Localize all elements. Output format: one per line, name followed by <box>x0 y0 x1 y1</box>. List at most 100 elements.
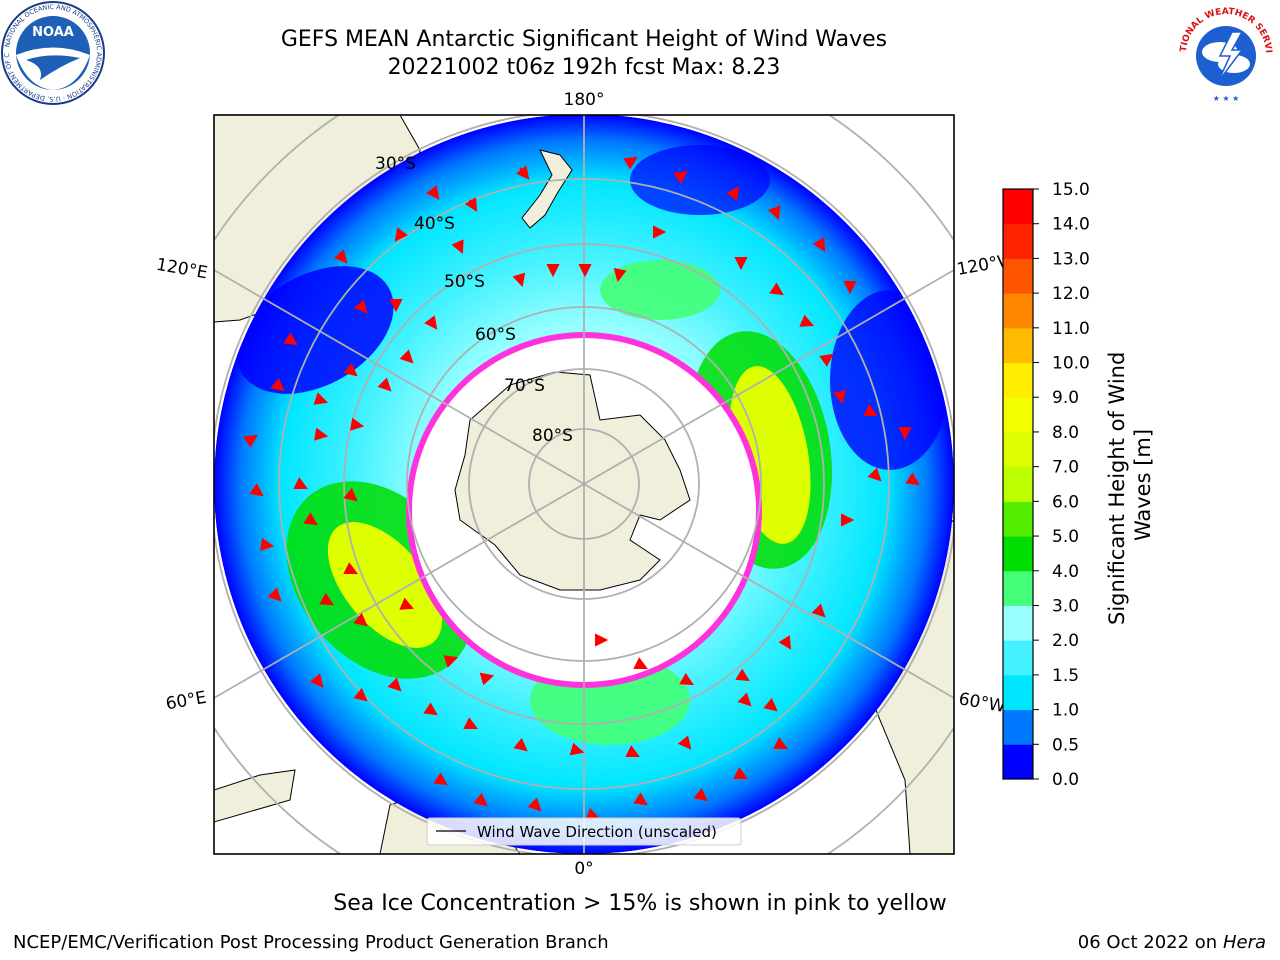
colorbar-tick-label: 11.0 <box>1052 319 1090 339</box>
noaa-logo-text: NOAA <box>32 25 74 40</box>
colorbar-tick-label: 0.0 <box>1052 770 1079 790</box>
colorbar-tick-label: 10.0 <box>1052 354 1090 374</box>
colorbar-segment <box>1003 293 1033 329</box>
wave-direction-arrow <box>243 434 258 448</box>
wave-direction-arrow <box>443 655 459 668</box>
lat-label-30s: 30°S <box>375 154 416 174</box>
wave-direction-arrow <box>735 668 750 682</box>
wave-direction-arrow <box>527 797 542 812</box>
wave-direction-arrow <box>811 603 826 618</box>
wave-direction-arrow <box>387 677 402 692</box>
colorbar-segment <box>1003 258 1033 294</box>
wave-direction-arrow <box>623 156 638 170</box>
colorbar-tick-label: 5.0 <box>1052 527 1079 547</box>
wave-direction-arrow <box>799 314 815 327</box>
legend-label: Wind Wave Direction (unscaled) <box>477 823 717 841</box>
noaa-logo: NATIONAL OCEANIC AND ATMOSPHERIC ADMINIS… <box>0 0 105 105</box>
wave-direction-arrow <box>313 392 329 405</box>
wave-direction-arrow <box>433 772 448 786</box>
wave-direction-arrow <box>677 735 692 750</box>
lat-label-50s: 50°S <box>444 272 485 292</box>
wave-direction-arrow <box>377 377 392 392</box>
credit-line: NCEP/EMC/Verification Post Processing Pr… <box>13 932 609 953</box>
lon-label-180: 180° <box>564 90 605 110</box>
wave-direction-arrow <box>569 742 585 756</box>
colorbar-tick-label: 0.5 <box>1052 735 1079 755</box>
colorbar-tick-label: 1.0 <box>1052 701 1079 721</box>
colorbar-segment <box>1003 223 1033 259</box>
wave-direction-arrow <box>270 377 285 392</box>
colorbar-tick-label: 15.0 <box>1052 180 1090 200</box>
wave-direction-arrow <box>309 673 324 688</box>
colorbar-tick-label: 7.0 <box>1052 458 1079 478</box>
sea-ice-note: Sea Ice Concentration > 15% is shown in … <box>333 891 947 916</box>
wave-direction-arrow <box>673 170 688 184</box>
colorbar-tick-label: 6.0 <box>1052 492 1079 512</box>
wave-direction-arrow <box>394 227 408 242</box>
colorbar-label: Significant Height of Wind Waves [m] <box>1105 345 1155 625</box>
wave-direction-arrow <box>353 687 368 702</box>
lat-label-40s: 40°S <box>414 214 455 234</box>
wave-direction-arrow <box>319 592 334 606</box>
wave-direction-arrow <box>283 332 298 346</box>
wave-direction-arrow <box>513 737 528 752</box>
wave-direction-arrow <box>353 612 368 627</box>
wave-direction-arrow <box>863 404 878 416</box>
lat-label-70s: 70°S <box>504 376 545 396</box>
map-legend: Wind Wave Direction (unscaled) <box>426 817 742 846</box>
wave-direction-arrow <box>303 512 318 526</box>
colorbar-segment <box>1003 327 1033 364</box>
colorbar-segment <box>1003 605 1033 641</box>
wave-direction-arrow <box>353 299 368 314</box>
wave-direction-arrow <box>767 205 781 221</box>
colorbar-segment <box>1003 674 1033 711</box>
colorbar-tick-label: 9.0 <box>1052 388 1079 408</box>
colorbar-tick-label: 14.0 <box>1052 215 1090 235</box>
wave-direction-arrow <box>693 787 708 802</box>
map-subtitle: 20221002 t06z 192h fcst Max: 8.23 <box>387 55 781 80</box>
wave-direction-arrow <box>343 362 358 377</box>
wave-direction-arrow <box>613 267 627 283</box>
colorbar-segment <box>1003 431 1033 468</box>
lon-label-60e: 60°E <box>164 688 208 715</box>
wave-direction-arrow <box>733 767 748 779</box>
wave-direction-arrow <box>905 472 920 486</box>
wave-direction-arrow <box>399 597 415 610</box>
run-date: 06 Oct 2022 on Hera <box>1077 932 1266 953</box>
wave-direction-arrow <box>512 272 526 288</box>
wave-direction-arrow <box>515 165 530 180</box>
lon-label-120e: 120°E <box>155 255 209 284</box>
nws-logo: NATIONAL WEATHER SERVICE ★ ★ ★ <box>1174 2 1276 104</box>
colorbar-tick-label: 4.0 <box>1052 562 1079 582</box>
colorbar-segment <box>1003 397 1033 433</box>
colorbar-tick-label: 1.5 <box>1052 666 1079 686</box>
lat-label-80s: 80°S <box>532 426 573 446</box>
colorbar-segment <box>1003 709 1033 745</box>
colorbar-segment <box>1003 640 1033 676</box>
wave-direction-arrow <box>350 417 365 431</box>
lon-label-60w: 60°W <box>957 689 1007 717</box>
colorbar-segment <box>1003 362 1033 398</box>
colorbar-segment <box>1003 501 1033 537</box>
wave-direction-arrow <box>778 635 792 650</box>
colorbar-frame <box>1002 188 1034 780</box>
colorbar-tick-label: 13.0 <box>1052 249 1090 269</box>
wave-direction-arrow <box>812 237 826 252</box>
wave-direction-arrow <box>726 186 740 201</box>
wave-direction-arrow <box>463 717 478 729</box>
colorbar-segment <box>1003 189 1033 225</box>
wave-direction-arrow <box>633 792 648 806</box>
wave-direction-arrow <box>769 282 784 296</box>
wave-direction-arrow <box>333 249 348 264</box>
map-frame <box>213 114 955 855</box>
wave-direction-arrow <box>267 587 282 602</box>
wave-direction-arrow <box>464 197 478 212</box>
wave-direction-arrow <box>424 315 438 330</box>
wave-direction-arrow <box>819 353 834 367</box>
antarctica-land <box>454 371 691 591</box>
wave-direction-arrow <box>633 657 648 669</box>
wave-direction-arrow <box>473 792 488 807</box>
lat-label-60s: 60°S <box>475 325 516 345</box>
colorbar-segment <box>1003 744 1033 780</box>
